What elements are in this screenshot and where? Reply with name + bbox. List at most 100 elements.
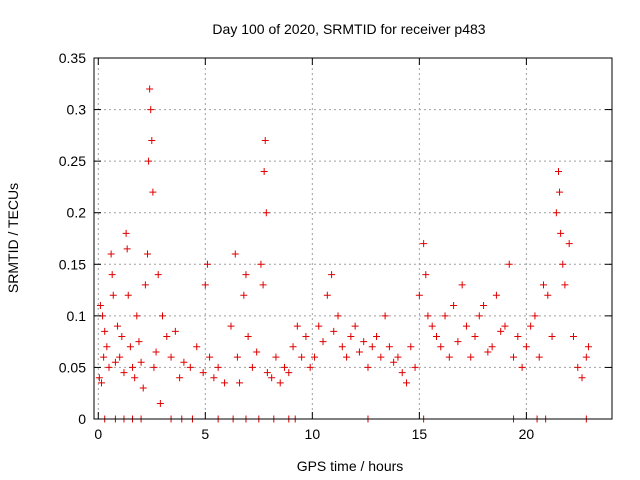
data-point (527, 322, 535, 330)
y-tick-label: 0.3 (67, 102, 87, 118)
data-point (116, 353, 124, 361)
data-point (441, 312, 449, 320)
data-point (437, 343, 445, 351)
data-point (584, 343, 592, 351)
data-point (368, 343, 376, 351)
data-point (193, 343, 201, 351)
data-point (505, 260, 513, 268)
data-point (552, 209, 560, 217)
data-point (347, 332, 355, 340)
data-point (432, 332, 440, 340)
x-tick-label: 10 (305, 426, 321, 442)
data-point (240, 291, 248, 299)
x-tick-label: 20 (519, 426, 535, 442)
data-point (454, 338, 462, 346)
data-point (328, 271, 336, 279)
data-point (574, 363, 582, 371)
data-point (206, 353, 214, 361)
data-point (261, 137, 269, 145)
data-point (480, 302, 488, 310)
data-point (540, 281, 548, 289)
data-point (259, 281, 267, 289)
data-point (319, 338, 327, 346)
data-point (144, 250, 152, 258)
data-point (557, 229, 565, 237)
data-point (268, 374, 276, 382)
data-point (114, 322, 122, 330)
data-point (548, 332, 556, 340)
data-point (236, 379, 244, 387)
data-point (203, 260, 211, 268)
data-point (154, 271, 162, 279)
data-point (462, 322, 470, 330)
data-point (488, 343, 496, 351)
y-tick-label: 0.1 (67, 308, 87, 324)
data-point (323, 291, 331, 299)
data-point (137, 358, 145, 366)
data-point (578, 374, 586, 382)
data-point (559, 260, 567, 268)
data-point (158, 312, 166, 320)
data-point (398, 369, 406, 377)
x-tick-label: 5 (201, 426, 209, 442)
data-point (152, 348, 160, 356)
data-point (141, 281, 149, 289)
data-point (107, 250, 115, 258)
data-point (338, 343, 346, 351)
data-point (445, 353, 453, 361)
data-point (285, 369, 293, 377)
data-point (407, 343, 415, 351)
data-point (95, 374, 103, 382)
data-point (186, 363, 194, 371)
data-point (484, 348, 492, 356)
data-point (556, 188, 564, 196)
data-point (145, 157, 153, 165)
data-point (403, 379, 411, 387)
x-tick-label: 15 (412, 426, 428, 442)
y-axis-label: SRMTID / TECUs (5, 183, 21, 293)
data-point (471, 332, 479, 340)
data-point (227, 322, 235, 330)
data-point (467, 353, 475, 361)
y-tick-label: 0 (78, 411, 86, 427)
data-point (364, 363, 372, 371)
data-point (377, 353, 385, 361)
data-point (253, 348, 261, 356)
data-point (146, 85, 154, 93)
data-point (118, 332, 126, 340)
y-tick-label: 0.05 (59, 359, 86, 375)
data-point (334, 312, 342, 320)
data-point (422, 271, 430, 279)
data-point (231, 250, 239, 258)
data-point (394, 353, 402, 361)
data-point (351, 322, 359, 330)
data-point (373, 332, 381, 340)
data-point (123, 245, 131, 253)
data-point (244, 332, 252, 340)
data-point (582, 353, 590, 361)
data-point (385, 343, 393, 351)
data-point (298, 353, 306, 361)
data-point (221, 379, 229, 387)
data-point (133, 312, 141, 320)
data-point (176, 374, 184, 382)
data-point (163, 332, 171, 340)
data-points (95, 85, 592, 423)
data-point (97, 379, 105, 387)
chart-title: Day 100 of 2020, SRMTID for receiver p48… (212, 21, 485, 37)
data-point (497, 327, 505, 335)
data-point (315, 322, 323, 330)
x-tick-label: 0 (94, 426, 102, 442)
data-point (105, 363, 113, 371)
data-point (360, 338, 368, 346)
data-point (514, 332, 522, 340)
data-point (544, 291, 552, 299)
data-point (306, 363, 314, 371)
data-point (214, 363, 222, 371)
plot-frame (93, 57, 613, 420)
data-point (263, 369, 271, 377)
data-point (381, 312, 389, 320)
data-point (101, 327, 109, 335)
data-point (126, 343, 134, 351)
data-point (390, 358, 398, 366)
